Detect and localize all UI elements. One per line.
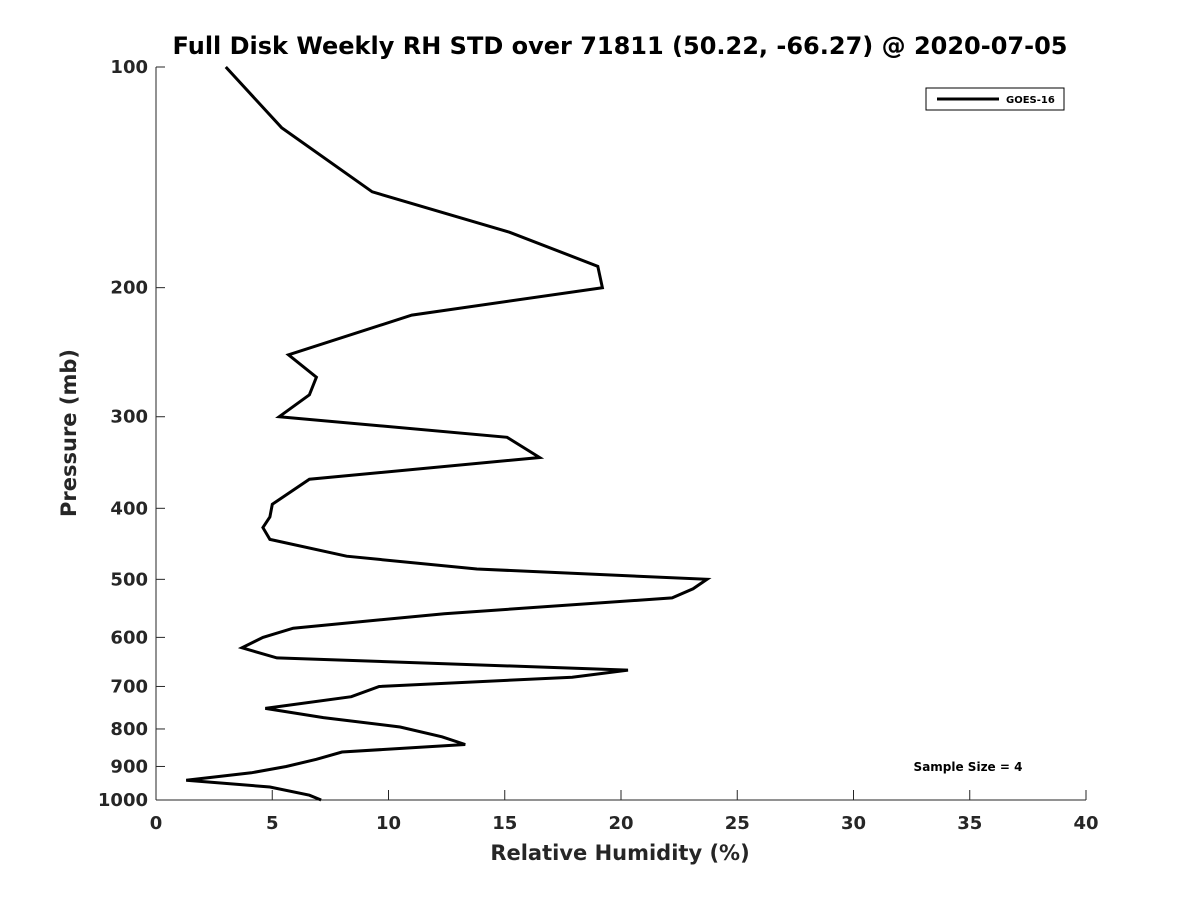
chart-title: Full Disk Weekly RH STD over 71811 (50.2…: [173, 32, 1068, 60]
x-tick-label: 15: [492, 813, 517, 834]
x-tick-label: 10: [376, 813, 401, 834]
x-tick-label: 30: [841, 813, 866, 834]
legend: GOES-16: [925, 87, 1065, 111]
x-tick-label: 35: [957, 813, 982, 834]
y-axis-label: Pressure (mb): [57, 349, 81, 517]
y-tick-label: 400: [110, 498, 148, 519]
y-axis-ticks: 100 200 300 400 500 600 700 800 900 1000: [98, 57, 165, 811]
series-line-goes-16: [186, 65, 712, 802]
x-tick-label: 40: [1073, 813, 1098, 834]
y-tick-label: 900: [110, 756, 148, 777]
y-tick-label: 100: [110, 57, 148, 78]
y-tick-label: 200: [110, 278, 148, 299]
y-tick-label: 600: [110, 627, 148, 648]
y-tick-label: 700: [110, 676, 148, 697]
x-tick-label: 25: [725, 813, 750, 834]
series-group: [186, 65, 712, 802]
x-tick-label: 20: [608, 813, 633, 834]
y-tick-label: 1000: [98, 790, 148, 811]
x-axis-ticks: 0 5 10 15 20 25 30 35 40: [150, 790, 1099, 834]
x-tick-label: 0: [150, 813, 163, 834]
y-tick-label: 800: [110, 719, 148, 740]
sample-size-annotation: Sample Size = 4: [914, 760, 1023, 774]
y-tick-label: 300: [110, 407, 148, 428]
legend-label-goes-16: GOES-16: [1006, 95, 1055, 106]
axes: [155, 67, 1086, 801]
x-axis-label: Relative Humidity (%): [490, 841, 749, 865]
y-tick-label: 500: [110, 569, 148, 590]
x-tick-label: 5: [266, 813, 279, 834]
